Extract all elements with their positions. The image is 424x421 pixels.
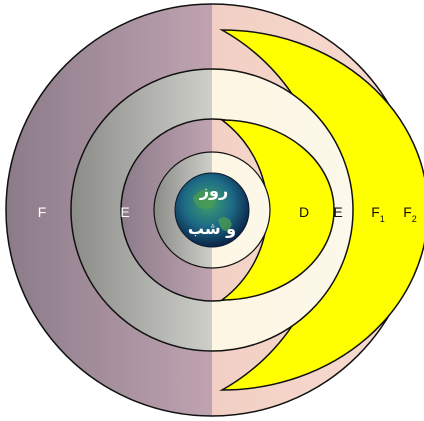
f2-label-sub: 2 <box>412 214 417 224</box>
d-label: D <box>299 204 309 220</box>
earth-label-night: و شب <box>188 219 236 238</box>
f1-label-main: F <box>371 204 380 220</box>
f-label-night: F <box>38 204 47 220</box>
f1-label-sub: 1 <box>380 214 385 224</box>
f1-label: F1 <box>371 204 385 224</box>
f2-label: F2 <box>403 204 417 224</box>
e-label-night: E <box>120 204 129 220</box>
earth-label-day: روز <box>199 181 228 200</box>
e-label-day: E <box>333 204 342 220</box>
f2-label-main: F <box>403 204 412 220</box>
earth-continent-shape <box>193 190 232 231</box>
earth-globe <box>174 172 250 248</box>
